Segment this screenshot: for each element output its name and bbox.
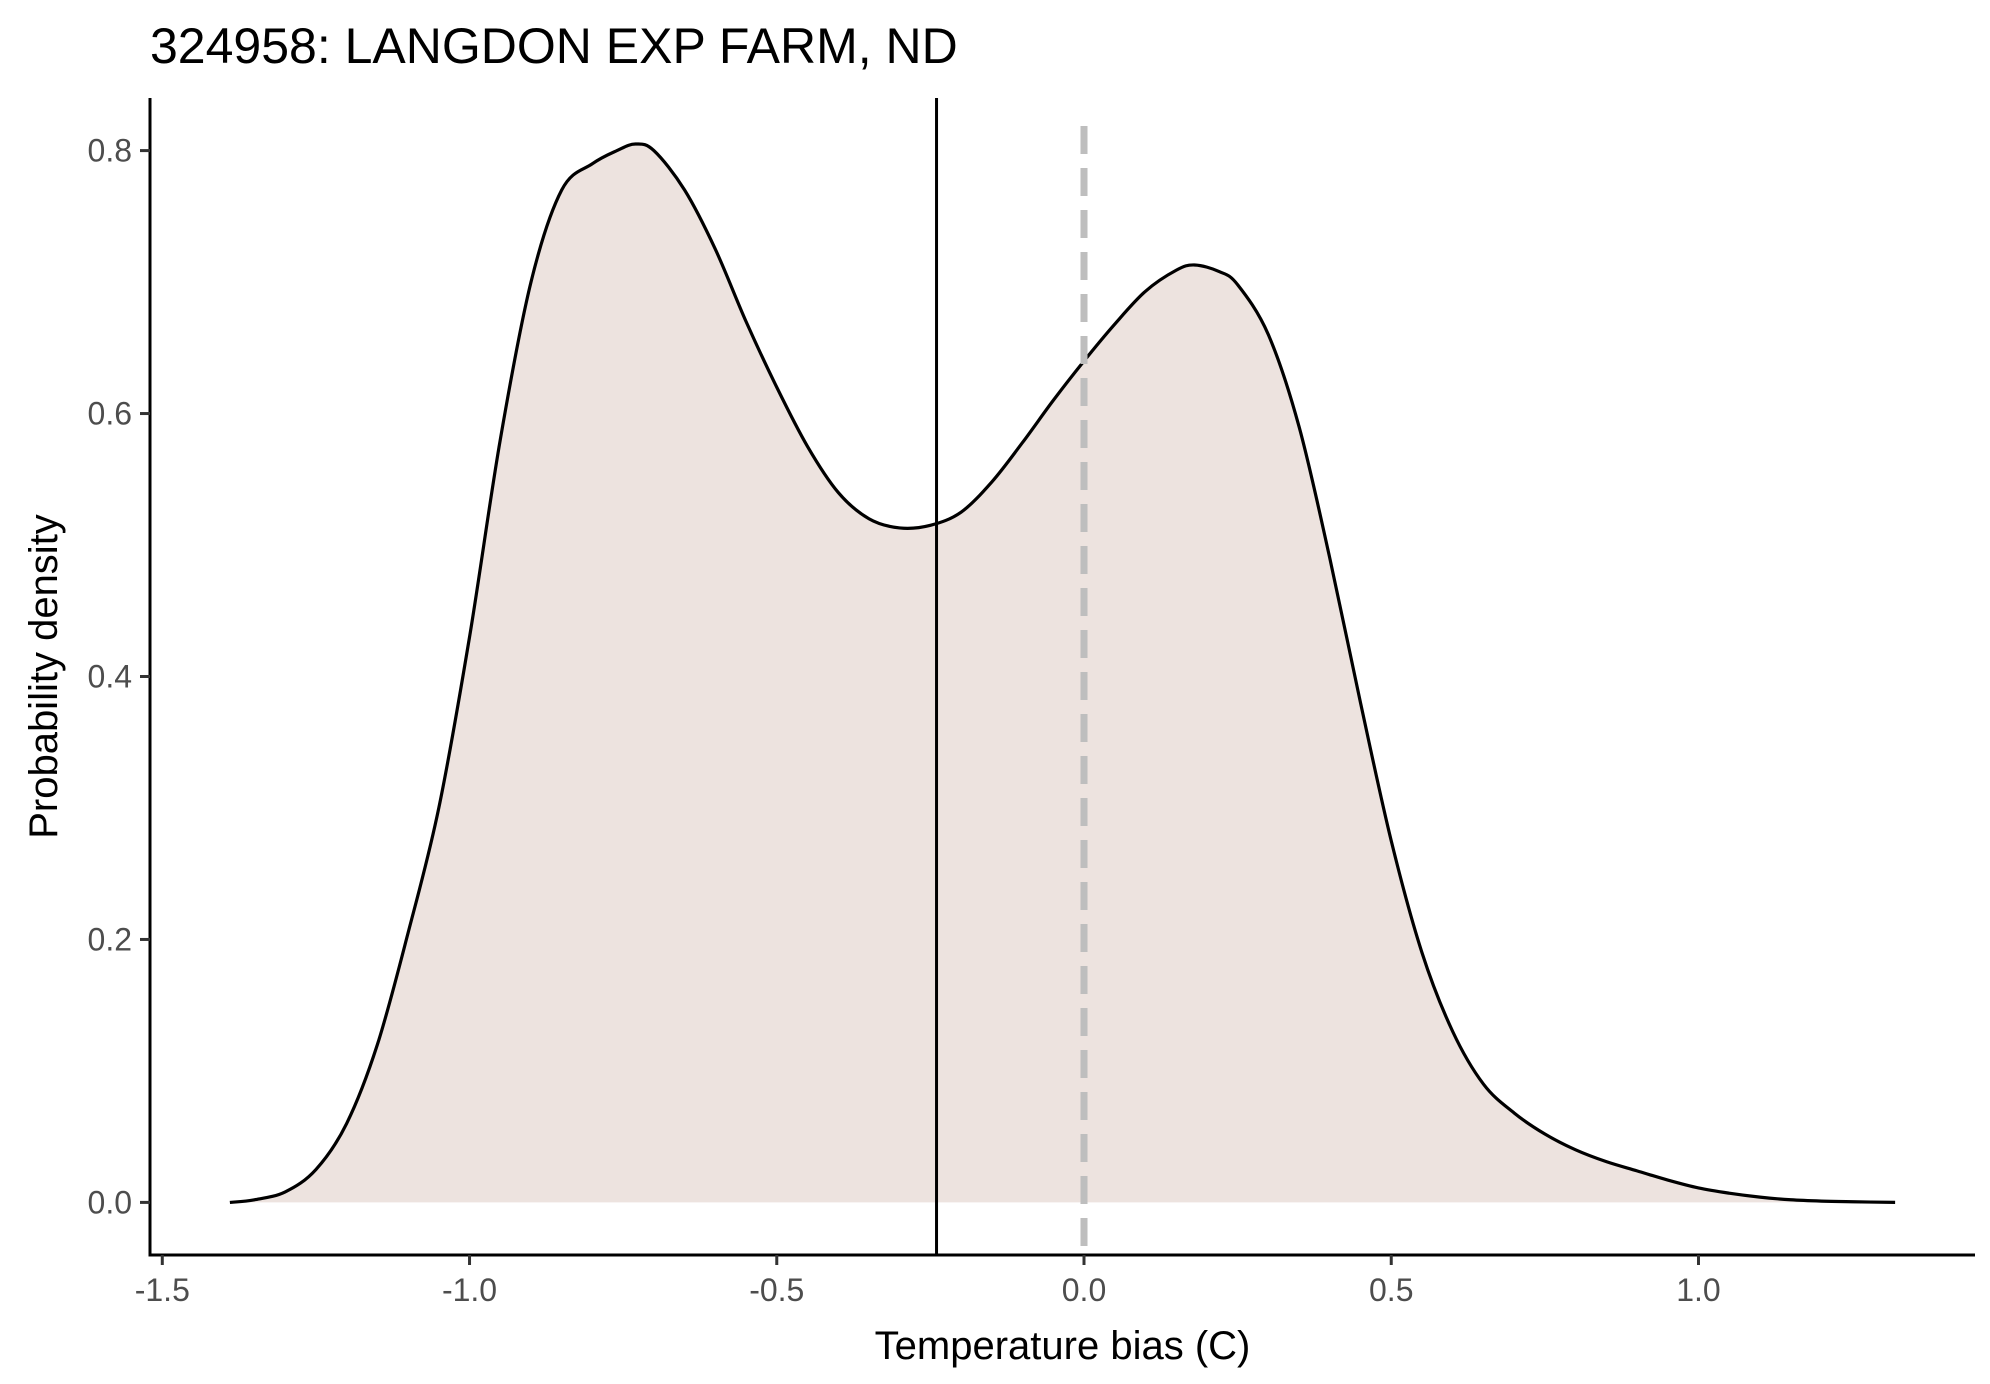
x-tick-label: -1.0 bbox=[442, 1272, 497, 1308]
y-axis-ticks: 0.0 0.2 0.4 0.6 0.8 bbox=[88, 133, 150, 1220]
x-tick-label: 0.0 bbox=[1062, 1272, 1106, 1308]
y-tick-label: 0.2 bbox=[88, 921, 132, 957]
x-tick-label: 0.5 bbox=[1369, 1272, 1413, 1308]
x-axis-label: Temperature bias (C) bbox=[875, 1324, 1251, 1368]
x-tick-label: -0.5 bbox=[749, 1272, 804, 1308]
y-tick-label: 0.6 bbox=[88, 396, 132, 432]
y-tick-label: 0.8 bbox=[88, 133, 132, 169]
x-tick-label: -1.5 bbox=[135, 1272, 190, 1308]
y-tick-label: 0.0 bbox=[88, 1184, 132, 1220]
x-tick-label: 1.0 bbox=[1676, 1272, 1720, 1308]
x-axis-ticks: -1.5 -1.0 -0.5 0.0 0.5 1.0 bbox=[135, 1255, 1721, 1308]
density-curve bbox=[229, 142, 1896, 1205]
density-area-fill bbox=[229, 143, 1896, 1203]
chart-title: 324958: LANGDON EXP FARM, ND bbox=[150, 18, 958, 74]
y-axis-label: Probability density bbox=[22, 514, 66, 839]
y-tick-label: 0.4 bbox=[88, 659, 132, 695]
